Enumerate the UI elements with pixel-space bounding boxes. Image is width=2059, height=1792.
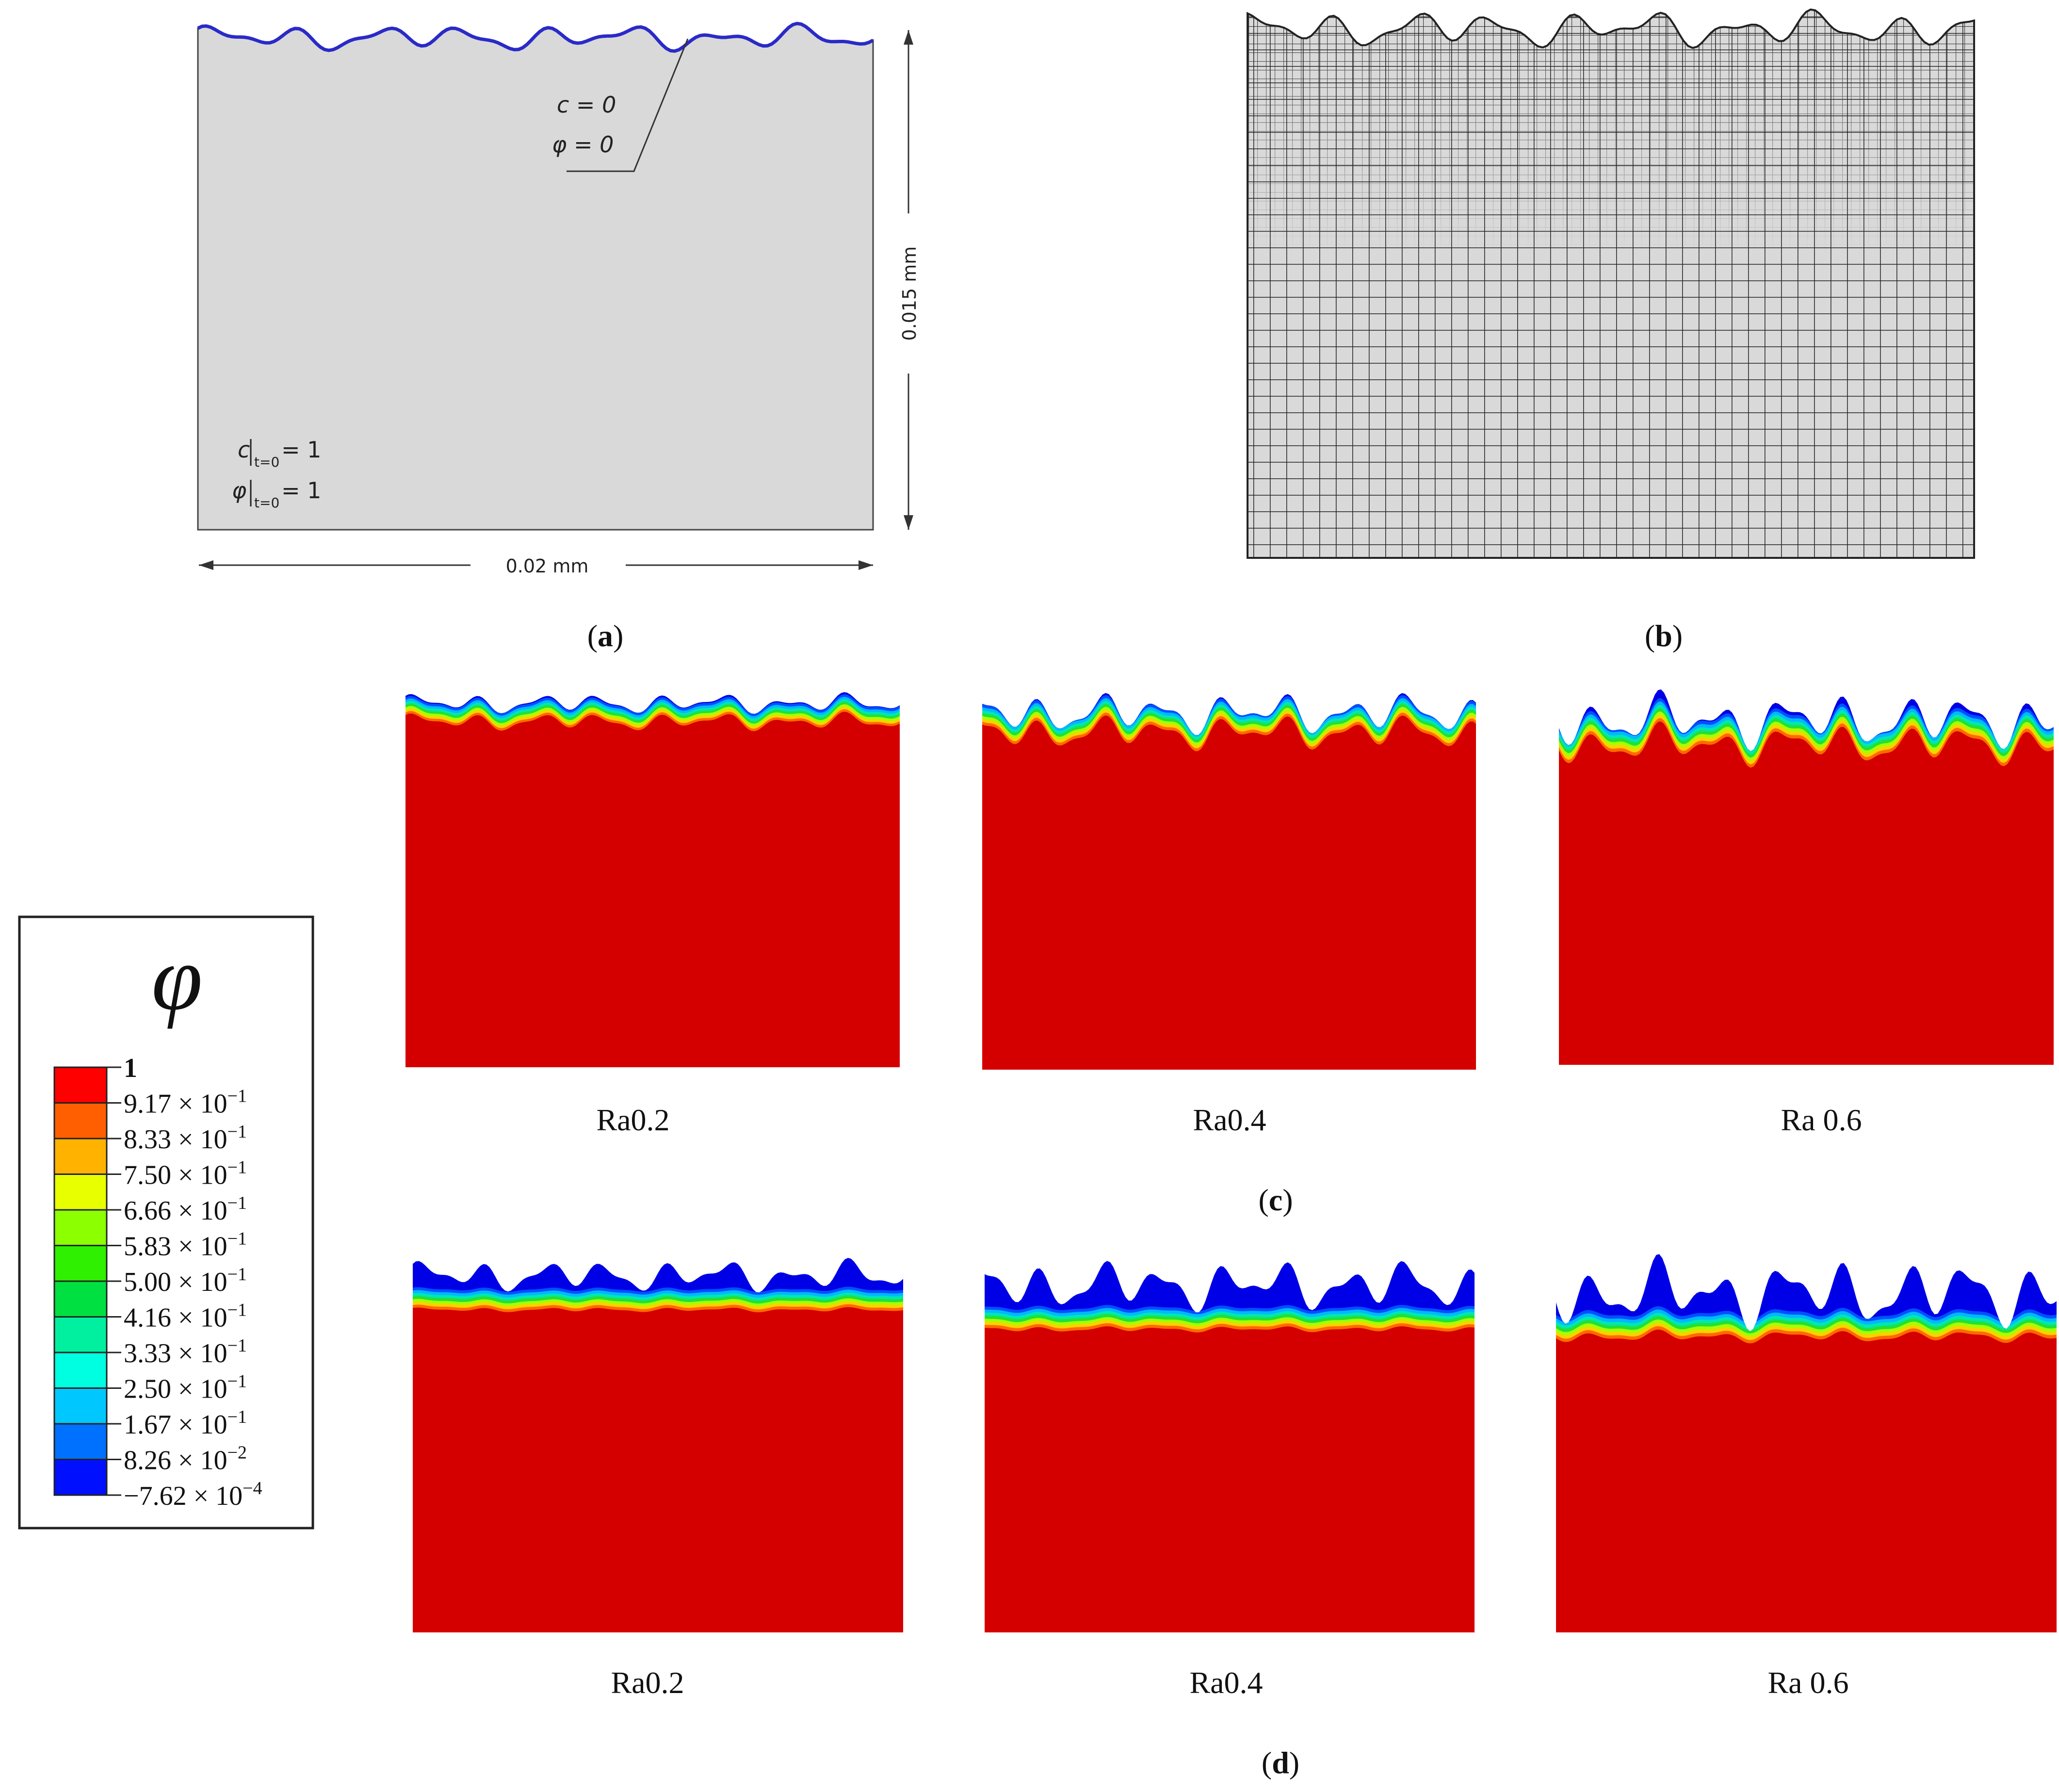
svg-text:φ: φ (232, 477, 246, 504)
legend-swatch (53, 1423, 108, 1460)
legend-level-label: 1 (124, 1053, 137, 1083)
svg-text:t=0: t=0 (254, 495, 279, 511)
bulk-region (405, 712, 900, 1067)
caption-c-ra06: Ra 0.6 (1781, 1103, 1862, 1137)
legend-labels: 19.17 × 10−18.33 × 10−17.50 × 10−16.66 ×… (107, 1053, 262, 1511)
field-d-ra02 (413, 1258, 903, 1632)
bulk-region (1556, 1329, 2057, 1632)
field-c-ra04 (982, 693, 1476, 1070)
caption-d-ra06: Ra 0.6 (1767, 1665, 1848, 1700)
legend-level-label: 7.50 × 10−1 (124, 1157, 247, 1190)
panel-c-label: (c) (1258, 1183, 1293, 1217)
bulk-region (413, 1307, 903, 1632)
legend-level-label: 6.66 × 10−1 (124, 1193, 247, 1226)
legend-level-label: 9.17 × 10−1 (124, 1086, 247, 1119)
caption-c-ra02: Ra0.2 (596, 1103, 669, 1137)
panel-a: c = 0 φ = 0 c t=0 = 1 φ t=0 = 1 0.02 mm (197, 21, 920, 653)
bulk-region (985, 1326, 1475, 1632)
legend-level-label: −7.62 × 10−4 (124, 1478, 262, 1511)
legend-title: φ (151, 928, 202, 1029)
panel-d: Ra0.2 Ra0.4 Ra 0.6 (d) (413, 1254, 2057, 1780)
field-c-ra06 (1559, 689, 2054, 1065)
boundary-c-label: c = 0 (557, 92, 616, 118)
svg-text:0.02 mm: 0.02 mm (506, 555, 589, 577)
legend-swatches (53, 1066, 108, 1496)
width-dimension: 0.02 mm (199, 555, 873, 577)
field-d-ra04 (985, 1261, 1475, 1632)
mesh-outline (1247, 8, 1975, 559)
legend-level-label: 5.00 × 10−1 (124, 1264, 247, 1297)
caption-d-ra04: Ra0.4 (1189, 1665, 1263, 1700)
field-c-ra02 (405, 692, 900, 1067)
initial-c-condition: c t=0 = 1 (238, 437, 321, 470)
svg-text:0.015 mm: 0.015 mm (899, 246, 920, 341)
height-dimension: 0.015 mm (899, 30, 920, 530)
field-d-ra06 (1556, 1254, 2057, 1632)
boundary-phi-label: φ = 0 (552, 131, 614, 158)
legend-swatch (53, 1316, 108, 1353)
panel-b-label: (b) (1645, 619, 1683, 653)
legend-level-label: 8.33 × 10−1 (124, 1122, 247, 1155)
panel-d-label: (d) (1262, 1745, 1299, 1780)
svg-text:c: c (238, 437, 250, 463)
legend-level-label: 4.16 × 10−1 (124, 1300, 247, 1333)
initial-phi-condition: φ t=0 = 1 (232, 477, 321, 511)
legend-swatch (53, 1209, 108, 1246)
panel-a-label: (a) (587, 619, 624, 653)
legend-swatch (53, 1459, 108, 1496)
boundary-leader-line (567, 38, 689, 172)
legend-level-label: 2.50 × 10−1 (124, 1371, 247, 1404)
legend-swatch (53, 1387, 108, 1425)
legend-swatch (53, 1173, 108, 1211)
legend-level-label: 8.26 × 10−2 (124, 1443, 247, 1476)
panel-b: (b) (1247, 8, 1975, 653)
svg-text:t=0: t=0 (254, 454, 279, 470)
legend-swatch (53, 1280, 108, 1318)
legend-level-label: 1.67 × 10−1 (124, 1407, 247, 1440)
legend-swatch (53, 1138, 108, 1175)
caption-d-ra02: Ra0.2 (611, 1665, 684, 1700)
caption-c-ra04: Ra0.4 (1193, 1103, 1266, 1137)
legend-swatch (53, 1102, 108, 1140)
svg-text:= 1: = 1 (281, 437, 321, 463)
bulk-region (1559, 721, 2054, 1065)
quad-mesh-refined (1248, 9, 1974, 558)
panel-c: Ra0.2 Ra0.4 Ra 0.6 (c) (405, 689, 2054, 1217)
legend-swatch (53, 1245, 108, 1282)
legend-level-label: 5.83 × 10−1 (124, 1229, 247, 1262)
legend-swatch (53, 1066, 108, 1104)
svg-text:= 1: = 1 (281, 477, 321, 504)
bulk-region (982, 715, 1476, 1070)
rough-surface-line (197, 21, 874, 53)
legend-level-label: 3.33 × 10−1 (124, 1336, 247, 1368)
phi-legend: φ 19.17 × 10−18.33 × 10−17.50 × 10−16.66… (18, 915, 314, 1530)
legend-swatch (53, 1352, 108, 1389)
